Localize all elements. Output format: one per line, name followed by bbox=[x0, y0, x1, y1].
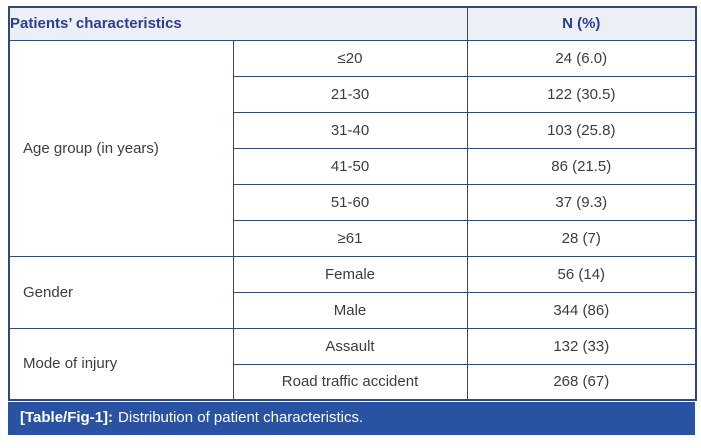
value-cell: 132 (33) bbox=[466, 327, 697, 365]
category-cell: 51-60 bbox=[232, 183, 468, 221]
category-cell: ≤20 bbox=[232, 39, 468, 77]
category-cell: 41-50 bbox=[232, 147, 468, 185]
figure-container: Patients’ characteristics N (%) Age grou… bbox=[8, 6, 698, 435]
category-cell: ≥61 bbox=[232, 219, 468, 257]
caption-text: Distribution of patient characteristics. bbox=[118, 409, 364, 426]
value-cell: 86 (21.5) bbox=[466, 147, 697, 185]
value-cell: 56 (14) bbox=[466, 255, 697, 293]
value-cell: 268 (67) bbox=[466, 363, 697, 401]
group-label-mode-of-injury: Mode of injury bbox=[8, 327, 234, 401]
table-row: 41-50 86 (21.5) bbox=[9, 147, 697, 185]
patient-characteristics-table: Patients’ characteristics N (%) Age grou… bbox=[8, 6, 698, 401]
column-header-n-percent: N (%) bbox=[466, 6, 697, 41]
table-header-row: Patients’ characteristics N (%) bbox=[8, 6, 697, 41]
group-label-gender: Gender bbox=[8, 255, 234, 329]
category-cell: Male bbox=[232, 291, 468, 329]
value-cell: 103 (25.8) bbox=[466, 111, 697, 149]
table-caption-bar: [Table/Fig-1]: Distribution of patient ch… bbox=[8, 402, 695, 435]
table-row: Road traffic accident 268 (67) bbox=[9, 363, 697, 401]
value-cell: 24 (6.0) bbox=[466, 39, 697, 77]
table-row: Male 344 (86) bbox=[9, 291, 697, 329]
category-cell: Female bbox=[232, 255, 468, 293]
value-cell: 37 (9.3) bbox=[466, 183, 697, 221]
category-cell: 31-40 bbox=[232, 111, 468, 149]
category-cell: Assault bbox=[232, 327, 468, 365]
column-header-patients-characteristics: Patients’ characteristics bbox=[8, 6, 468, 41]
table-row: Mode of injury Assault 132 (33) bbox=[8, 327, 697, 401]
value-cell: 122 (30.5) bbox=[466, 75, 697, 113]
caption-label: [Table/Fig-1]: bbox=[20, 409, 114, 426]
category-cell: Road traffic accident bbox=[232, 363, 468, 401]
category-cell: 21-30 bbox=[232, 75, 468, 113]
table-row: 21-30 122 (30.5) bbox=[9, 75, 697, 113]
table-row: Gender Female 56 (14) bbox=[8, 255, 697, 329]
table-row: Age group (in years) ≤20 24 (6.0) bbox=[8, 39, 697, 257]
value-cell: 344 (86) bbox=[466, 291, 697, 329]
table-row: 51-60 37 (9.3) bbox=[9, 183, 697, 221]
table-row: ≥61 28 (7) bbox=[9, 219, 697, 257]
group-label-age: Age group (in years) bbox=[8, 39, 234, 257]
value-cell: 28 (7) bbox=[466, 219, 697, 257]
